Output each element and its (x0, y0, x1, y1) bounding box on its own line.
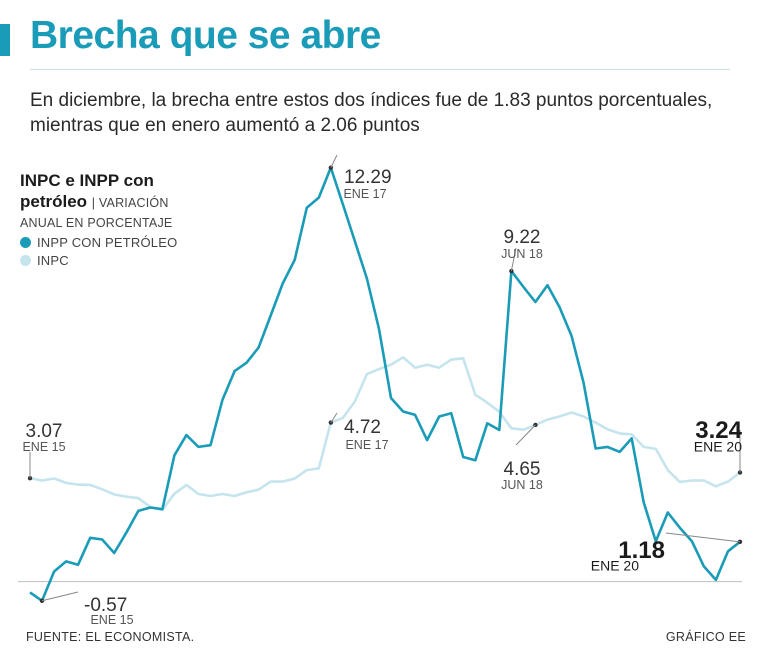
annotation-date-inpc-ene-15: ENE 15 (22, 440, 65, 454)
legend-heading: INPC e INPP con petróleo | VARIACIÓN (20, 171, 169, 211)
source-note: FUENTE: EL ECONOMISTA. (26, 630, 195, 644)
annotation-value-inpc-ene-15: 3.07 (26, 421, 63, 442)
annotation-value-inpc-ene-17: 4.72 (344, 417, 381, 438)
series-line-inpp (29, 166, 741, 603)
annotation-value-inpp-ene-15: -0.57 (84, 595, 127, 616)
chart-legend: INPC e INPP con petróleo | VARIACIÓN ANU… (20, 170, 220, 268)
annotation-date-inpc-ene-17: ENE 17 (345, 438, 388, 452)
annotation-value-inpp-ene-20: 1.18 (618, 537, 665, 564)
annotation-value-inpc-jun-18: 4.65 (504, 459, 541, 480)
legend-item-inpc: INPC (20, 253, 220, 268)
annotation-date-inpc-jun-18: JUN 18 (501, 478, 543, 492)
annotation-date-inpp-ene-20: ENE 20 (591, 557, 639, 573)
legend-unit-b: ANUAL EN PORCENTAJE (20, 216, 173, 230)
series-layer (29, 166, 741, 603)
annotation-leader-inpp-ene-17 (330, 154, 338, 168)
legend-unit-a: | VARIACIÓN (91, 196, 169, 210)
annotation-marker-inpp-ene-17 (328, 165, 334, 170)
subtitle: En diciembre, la brecha entre estos dos … (30, 90, 713, 136)
annotation-value-inpc-ene-20: 3.24 (695, 417, 742, 444)
title-accent-bar (0, 24, 10, 56)
annotation-date-inpc-ene-20: ENE 20 (694, 438, 742, 454)
annotation-value-inpp-ene-17: 12.29 (344, 167, 392, 188)
annotation-leader-inpp-ene-15 (41, 591, 79, 602)
legend-swatch-inpp (20, 237, 31, 248)
title-divider (30, 69, 730, 70)
annotation-leader-inpc-ene-17 (330, 412, 338, 423)
annotation-leader-inpp-ene-20 (665, 532, 741, 543)
annotation-date-inpp-ene-15: ENE 15 (90, 613, 133, 627)
page-title: Brecha que se abre (30, 14, 381, 57)
annotation-value-inpp-jun-18: 9.22 (504, 227, 541, 248)
legend-swatch-inpc (20, 255, 31, 266)
annotation-date-inpp-ene-17: ENE 17 (343, 187, 386, 201)
graphic-credit: GRÁFICO EE (665, 630, 746, 644)
annotation-date-inpp-jun-18: JUN 18 (501, 247, 543, 261)
legend-item-inpp: INPP CON PETRÓLEO (20, 235, 220, 250)
annotation-leader-inpp-jun-18 (510, 247, 517, 272)
series-line-inpc (29, 355, 741, 512)
annotation-leader-inpc-jun-18 (515, 424, 536, 446)
